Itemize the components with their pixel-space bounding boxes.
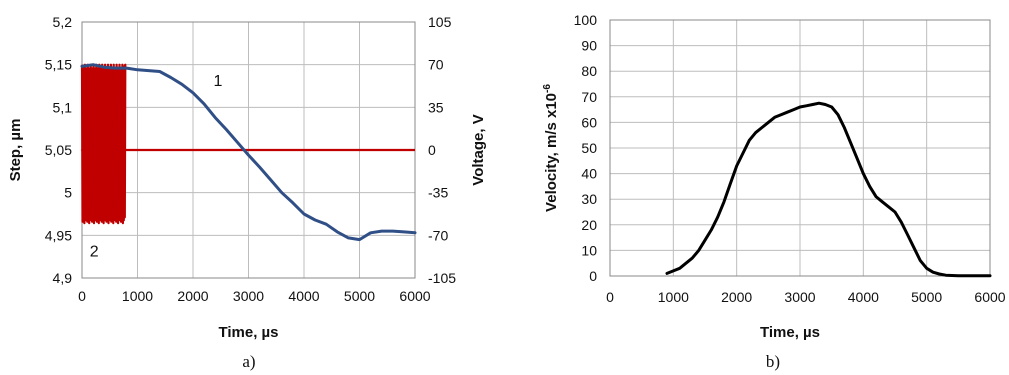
- panel-a-y2-tick-label: 35: [428, 99, 444, 115]
- panel-a-x-tick-label: 0: [78, 288, 86, 304]
- panel-a-x-axis-title: Time, µs: [218, 324, 278, 341]
- panel-b-y-tick-label: 90: [581, 38, 597, 54]
- panel-b-y-tick-label: 10: [581, 242, 597, 258]
- panel-b-y-tick-label: 80: [581, 63, 597, 79]
- panel-b-y-axis-title-text: Velocity, m/s x10: [543, 93, 560, 212]
- panel-b-y-tick-label: 30: [581, 191, 597, 207]
- panel-a-series-1-line: [80, 63, 417, 242]
- panel-b-x-ticks: 0 1000 2000 3000 4000 5000 6000: [606, 289, 1006, 305]
- panel-a-y-tick-label: 4,95: [45, 227, 72, 243]
- panel-a-y2-axis-title: Voltage, V: [470, 114, 487, 185]
- panel-a-series-2-line: [80, 63, 415, 225]
- panel-b-x-tick-label: 5000: [911, 289, 942, 305]
- panel-b-x-axis-title: Time, µs: [760, 324, 820, 341]
- panel-b-y-tick-label: 60: [581, 114, 597, 130]
- panel-a-y-axis-title: Step, µm: [7, 119, 24, 182]
- panel-a-y2-tick-label: -35: [428, 185, 448, 201]
- panel-a-y2-tick-label: -105: [428, 270, 456, 286]
- panel-b-x-tick-label: 0: [606, 289, 614, 305]
- panel-a-series-annotation: 2: [90, 244, 99, 261]
- panel-b-y-tick-label: 0: [589, 268, 597, 284]
- panel-a-y2-tick-label: 105: [428, 14, 452, 30]
- panel-a-label: a): [242, 352, 255, 371]
- panel-b-x-tick-label: 6000: [974, 289, 1005, 305]
- panel-a-x-tick-label: 1000: [122, 288, 153, 304]
- panel-b-y-tick-label: 100: [574, 12, 598, 28]
- panel-a-y-tick-label: 5: [64, 185, 72, 201]
- panel-a-y2-tick-label: 0: [428, 142, 436, 158]
- panel-a-y-tick-label: 5,05: [45, 142, 72, 158]
- panel-b-y-tick-label: 50: [581, 140, 597, 156]
- panel-b-plot-border: [609, 19, 991, 277]
- panel-b-y-axis-title: Velocity, m/s x10-6: [542, 84, 560, 212]
- panel-a-y-ticks: 4,9 4,95 5 5,05 5,1 5,15 5,2: [45, 14, 72, 286]
- panel-a-x-tick-label: 4000: [288, 288, 319, 304]
- panel-b-series: [665, 101, 992, 278]
- panel-a-y2-ticks: -105 -70 -35 0 35 70 105: [428, 14, 456, 286]
- panel-a-y-tick-label: 4,9: [53, 270, 73, 286]
- panel-b-x-tick-label: 4000: [848, 289, 879, 305]
- panel-a-annotations: 12: [90, 73, 223, 261]
- panel-b-y-tick-label: 40: [581, 166, 597, 182]
- panel-a-y-tick-label: 5,1: [53, 99, 73, 115]
- panel-b-grid: [609, 19, 991, 277]
- panel-b-x-tick-label: 3000: [784, 289, 815, 305]
- panel-a-y2-tick-label: -70: [428, 227, 448, 243]
- panel-a-series: [80, 63, 417, 242]
- panel-b-x-tick-label: 2000: [721, 289, 752, 305]
- panel-a-y-tick-label: 5,2: [53, 14, 73, 30]
- panel-b-y-axis-title-superscript: -6: [542, 84, 553, 93]
- panel-b: 0 1000 2000 3000 4000 5000 6000 0 10 20 30 40 50 60 7…: [542, 12, 1006, 371]
- panel-b-label: b): [766, 352, 780, 371]
- panel-a-x-ticks: 0 1000 2000 3000 4000 5000 6000: [78, 288, 431, 304]
- panel-b-velocity-line: [665, 101, 992, 278]
- panel-a-y2-tick-label: 70: [428, 57, 444, 73]
- panel-a-x-tick-label: 6000: [399, 288, 430, 304]
- panel-a-y-tick-label: 5,15: [45, 57, 72, 73]
- panel-a-x-tick-label: 3000: [233, 288, 264, 304]
- panel-a: 0 1000 2000 3000 4000 5000 6000 4,9 4,95 5 5,05 5,…: [7, 14, 487, 371]
- panel-a-x-tick-label: 5000: [344, 288, 375, 304]
- panel-b-y-tick-label: 20: [581, 217, 597, 233]
- panel-b-x-tick-label: 1000: [658, 289, 689, 305]
- panel-b-y-tick-label: 70: [581, 89, 597, 105]
- panel-b-y-ticks: 0 10 20 30 40 50 60 70 80 90 100: [574, 12, 598, 284]
- panel-a-series-annotation: 1: [214, 73, 223, 90]
- panel-a-x-tick-label: 2000: [177, 288, 208, 304]
